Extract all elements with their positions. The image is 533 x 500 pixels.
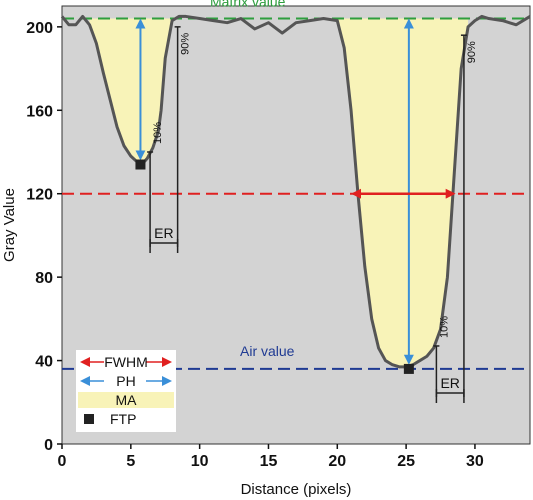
er-label-90: 90% — [180, 33, 192, 55]
y-tick-label: 120 — [26, 187, 53, 204]
x-tick-label: 15 — [260, 453, 278, 470]
x-axis-title: Distance (pixels) — [241, 481, 352, 498]
annotations: ER 10% 90% ER 10% 90% — [135, 18, 478, 403]
ftp-point-2 — [403, 363, 414, 374]
legend-label: MA — [116, 392, 138, 408]
y-tick-label: 160 — [26, 103, 53, 120]
ma-fill — [89, 18, 173, 165]
y-tick-label: 40 — [35, 354, 53, 371]
y-tick-label: 0 — [44, 437, 53, 454]
legend-symbol — [84, 414, 94, 424]
x-tick-label: 30 — [466, 453, 484, 470]
er-label-10: 10% — [438, 316, 450, 338]
x-tick-label: 20 — [328, 453, 346, 470]
legend-label: FTP — [110, 411, 136, 427]
legend-label: PH — [116, 373, 135, 389]
profile-line — [60, 14, 531, 369]
legend: FWHM PH MA FTP — [76, 350, 176, 432]
x-tick-label: 0 — [58, 453, 67, 470]
x-tick-label: 25 — [397, 453, 415, 470]
x-tick-label: 5 — [126, 453, 135, 470]
er-label: ER — [154, 225, 173, 241]
y-tick-label: 80 — [35, 270, 53, 287]
axes: 0 5 10 15 20 25 30 0 40 80 120 160 200 — [26, 20, 484, 470]
er-label-90: 90% — [466, 41, 478, 63]
matrix-value-label: Matrix value — [210, 0, 286, 10]
legend-label: FWHM — [104, 354, 148, 370]
y-tick-label: 200 — [26, 20, 53, 37]
er-label-10: 10% — [152, 122, 164, 144]
y-axis-title: Gray Value — [1, 188, 18, 262]
er-label: ER — [440, 375, 459, 391]
profile-line-group — [60, 14, 531, 369]
legend-label-bg — [104, 372, 146, 389]
air-value-label: Air value — [240, 343, 295, 359]
ftp-point-1 — [135, 159, 146, 170]
x-tick-label: 10 — [191, 453, 209, 470]
legend-label-bg — [104, 353, 146, 370]
legend-symbol — [78, 392, 174, 408]
